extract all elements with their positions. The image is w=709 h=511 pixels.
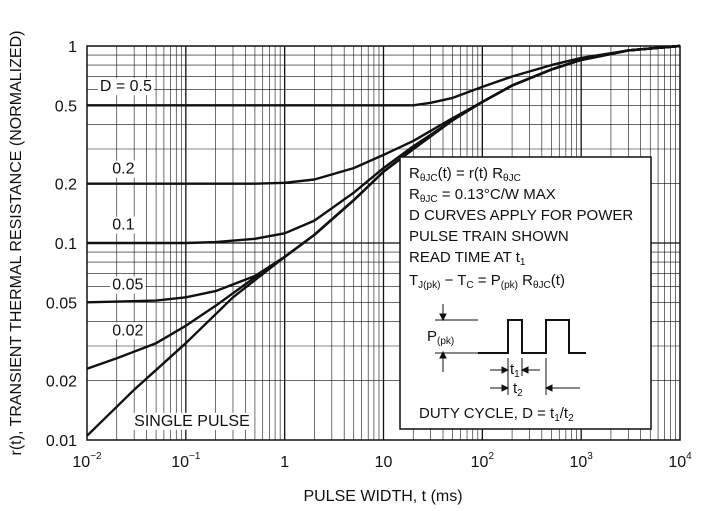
y-tick-label-5: 0.02 — [46, 374, 77, 391]
curve-label-bg-2 — [110, 216, 137, 234]
t2-label: t2 — [513, 380, 523, 399]
curve-label-bg-1 — [110, 160, 137, 178]
curve-label-bg-3 — [110, 276, 146, 294]
annotation-box: RθJC(t) = r(t) RθJC RθJC = 0.13°C/W MAX … — [399, 156, 652, 430]
annotation-frame — [399, 156, 652, 430]
curve-label-bg-5 — [132, 412, 252, 430]
x-tick-label-4: 102 — [471, 451, 495, 471]
curve-labels: D = 0.5 0.2 0.1 0.05 0.02 SINGLE PULSE — [97, 78, 252, 430]
y-tick-labels: 1 0.5 0.2 0.1 0.05 0.02 0.01 — [46, 39, 77, 450]
annotation-line-6: TJ(pk) − TC = P(pk) RθJC(t) — [409, 272, 565, 291]
curve-label-1: 0.2 — [112, 161, 134, 178]
x-tick-label-5: 103 — [569, 451, 593, 471]
y-tick-label-6: 0.01 — [46, 433, 77, 450]
curve-label-2: 0.1 — [112, 217, 134, 234]
annotation-line-4: PULSE TRAIN SHOWN — [409, 228, 569, 245]
curve-0 — [87, 44, 681, 107]
pulse-peak-label: P(pk) — [427, 328, 454, 347]
pulse-waveform — [478, 319, 586, 354]
x-tick-label-3: 10 — [375, 454, 393, 471]
timing-markers — [490, 358, 580, 395]
y-tick-label-2: 0.2 — [55, 177, 77, 194]
pulse-train-diagram — [478, 319, 586, 354]
pulse-amplitude-marker — [435, 304, 478, 372]
duty-cycle-label: DUTY CYCLE, D = t1/t2 — [419, 405, 574, 424]
annotation-line-2: RθJC = 0.13°C/W MAX — [409, 186, 556, 205]
curve-label-0: D = 0.5 — [100, 78, 152, 95]
annotation-line-1: RθJC(t) = r(t) RθJC — [409, 165, 521, 184]
y-tick-label-3: 0.1 — [55, 236, 77, 253]
x-axis-label: PULSE WIDTH, t (ms) — [303, 488, 462, 505]
y-tick-label-1: 0.5 — [55, 98, 77, 115]
curve-label-bg-4 — [110, 322, 146, 340]
x-tick-label-6: 104 — [668, 451, 692, 471]
curve-label-4: 0.02 — [112, 322, 143, 339]
curve-label-bg-0 — [97, 78, 155, 96]
annotation-line-5: READ TIME AT t1 — [409, 249, 526, 268]
curve-5 — [86, 44, 681, 437]
annotation-line-3: D CURVES APPLY FOR POWER — [409, 207, 633, 224]
curve-label-5: SINGLE PULSE — [134, 413, 250, 430]
x-tick-labels: 10−2 10−1 1 10 102 103 104 — [72, 451, 692, 471]
y-tick-label-0: 1 — [68, 39, 77, 56]
t1-label: t1 — [510, 361, 520, 380]
curves — [86, 44, 681, 437]
y-tick-label-4: 0.05 — [46, 295, 77, 312]
curve-label-3: 0.05 — [112, 277, 143, 294]
x-tick-label-2: 1 — [280, 454, 289, 471]
x-tick-label-1: 10−1 — [171, 451, 201, 471]
x-tick-label-0: 10−2 — [72, 451, 102, 471]
y-axis-label: r(t), TRANSIENT THERMAL RESISTANCE (NORM… — [8, 31, 25, 456]
